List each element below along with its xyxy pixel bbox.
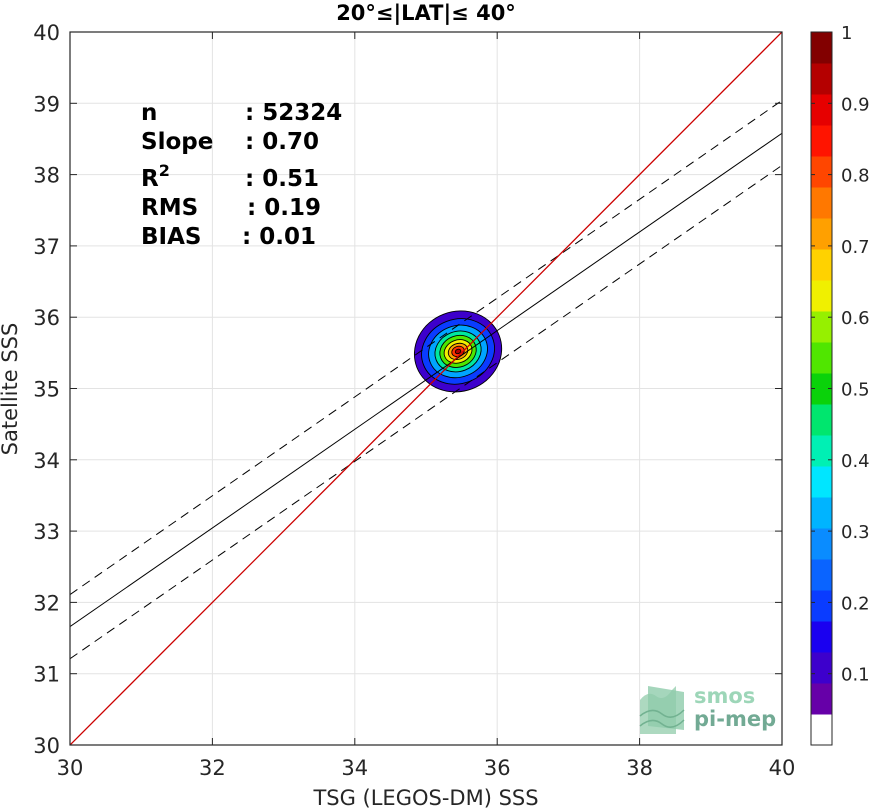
logo-line2: pi-mep bbox=[694, 707, 776, 731]
colorbar-segment bbox=[811, 714, 832, 746]
density-contours bbox=[413, 310, 503, 393]
colorbar-tick-label: 0.5 bbox=[841, 380, 870, 401]
chart-title: 20°≤|LAT|≤ 40° bbox=[336, 1, 516, 26]
colorbar-segment bbox=[811, 435, 832, 467]
colorbar-frame bbox=[810, 31, 833, 746]
colorbar-segment bbox=[811, 32, 832, 64]
stat-value-n: : 52324 bbox=[245, 100, 342, 126]
colorbar-segment bbox=[811, 683, 832, 715]
colorbar-tick-label: 0.1 bbox=[841, 665, 870, 686]
y-tick-label: 31 bbox=[33, 663, 60, 687]
colorbar-segment bbox=[811, 621, 832, 653]
stat-label-slope: Slope bbox=[141, 129, 213, 155]
stat-value-bias: : 0.01 bbox=[242, 224, 316, 250]
stat-value-slope: : 0.70 bbox=[245, 129, 319, 155]
y-tick-label: 30 bbox=[33, 734, 60, 758]
x-tick-label: 36 bbox=[484, 756, 511, 780]
density-contour bbox=[454, 348, 462, 355]
colorbar bbox=[811, 32, 832, 746]
colorbar-segment bbox=[811, 342, 832, 374]
stat-label-bias: BIAS bbox=[141, 224, 201, 250]
y-axis-ticks: 30 31 32 33 34 35 36 37 38 39 40 bbox=[33, 21, 782, 758]
colorbar-segment bbox=[811, 94, 832, 126]
x-tick-label: 32 bbox=[199, 756, 226, 780]
colorbar-tick-label: 0.7 bbox=[841, 237, 870, 258]
x-tick-label: 34 bbox=[341, 756, 368, 780]
y-axis-label: Satellite SSS bbox=[0, 323, 22, 456]
colorbar-segment bbox=[811, 218, 832, 250]
regression-lines bbox=[70, 32, 782, 745]
stat-label-n: n bbox=[141, 100, 157, 126]
logo-waves-icon bbox=[639, 686, 685, 734]
colorbar-tick-label: 0.4 bbox=[841, 451, 870, 472]
stat-value-r2: : 0.51 bbox=[245, 166, 319, 192]
colorbar-segment bbox=[811, 404, 832, 436]
colorbar-tick-label: 0.9 bbox=[841, 94, 870, 115]
colorbar-ticks: 0.1 0.2 0.3 0.4 0.5 0.6 0.7 0.8 0.9 1 bbox=[811, 23, 870, 686]
x-axis-ticks: 30 32 34 36 38 40 bbox=[57, 32, 796, 780]
y-tick-label: 40 bbox=[33, 21, 60, 45]
grid bbox=[69, 31, 783, 746]
y-tick-label: 34 bbox=[33, 449, 60, 473]
y-tick-label: 32 bbox=[33, 591, 60, 615]
colorbar-segment bbox=[811, 466, 832, 498]
x-axis-label: TSG (LEGOS-DM) SSS bbox=[312, 786, 538, 810]
colorbar-segment bbox=[811, 125, 832, 157]
colorbar-segment bbox=[811, 528, 832, 560]
identity-line bbox=[70, 32, 782, 745]
colorbar-tick-label: 1 bbox=[841, 23, 852, 44]
stat-label-rms: RMS bbox=[141, 195, 198, 221]
colorbar-segment bbox=[811, 63, 832, 95]
stat-label-r-superscript: 2 bbox=[159, 161, 170, 180]
colorbar-segment bbox=[811, 280, 832, 312]
colorbar-segment bbox=[811, 249, 832, 281]
colorbar-segment bbox=[811, 590, 832, 622]
colorbar-tick-label: 0.6 bbox=[841, 308, 870, 329]
colorbar-segment bbox=[811, 652, 832, 684]
stat-label-r2: R2 bbox=[141, 161, 170, 192]
x-tick-label: 38 bbox=[626, 756, 653, 780]
logo-line1: smos bbox=[694, 684, 755, 708]
y-tick-label: 37 bbox=[33, 235, 60, 259]
fit-band-lower-line bbox=[70, 164, 782, 660]
colorbar-tick-label: 0.8 bbox=[841, 166, 870, 187]
colorbar-segment bbox=[811, 156, 832, 188]
colorbar-segment bbox=[811, 559, 832, 591]
colorbar-segment bbox=[811, 187, 832, 219]
fit-line bbox=[70, 132, 782, 628]
stat-label-r: R bbox=[141, 166, 159, 192]
colorbar-segment bbox=[811, 497, 832, 529]
smos-pi-mep-logo: smos pi-mep bbox=[639, 684, 776, 734]
y-tick-label: 38 bbox=[33, 164, 60, 188]
colorbar-tick-label: 0.2 bbox=[841, 593, 870, 614]
stats-box: n : 52324 Slope : 0.70 R2 : 0.51 RMS : 0… bbox=[141, 100, 342, 250]
y-tick-label: 39 bbox=[33, 92, 60, 116]
colorbar-tick-label: 0.3 bbox=[841, 522, 870, 543]
stat-value-rms: : 0.19 bbox=[247, 195, 321, 221]
y-tick-label: 36 bbox=[33, 306, 60, 330]
colorbar-segment bbox=[811, 311, 832, 343]
y-tick-label: 35 bbox=[33, 378, 60, 402]
y-tick-label: 33 bbox=[33, 520, 60, 544]
x-tick-label: 40 bbox=[769, 756, 796, 780]
x-tick-label: 30 bbox=[57, 756, 84, 780]
colorbar-segment bbox=[811, 373, 832, 405]
fit-band-upper-line bbox=[70, 100, 782, 595]
